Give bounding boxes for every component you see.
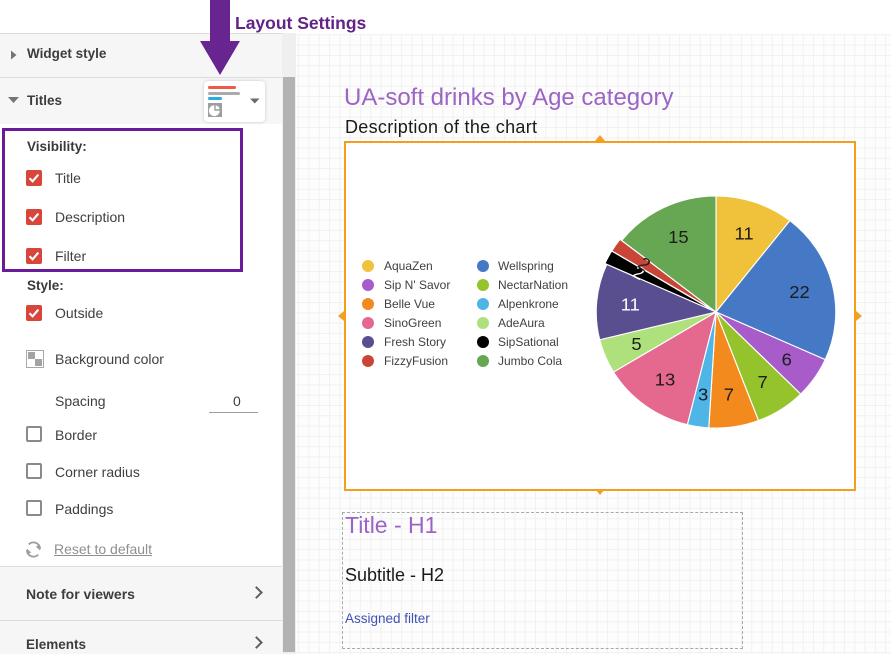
- svg-text:22: 22: [789, 282, 809, 302]
- svg-text:5: 5: [631, 334, 641, 354]
- svg-text:3: 3: [698, 385, 708, 405]
- svg-text:11: 11: [621, 295, 640, 315]
- svg-text:15: 15: [668, 228, 688, 248]
- svg-text:13: 13: [655, 370, 675, 390]
- svg-text:11: 11: [734, 224, 753, 244]
- svg-text:7: 7: [724, 385, 734, 405]
- svg-text:7: 7: [758, 372, 768, 392]
- svg-text:6: 6: [782, 350, 792, 370]
